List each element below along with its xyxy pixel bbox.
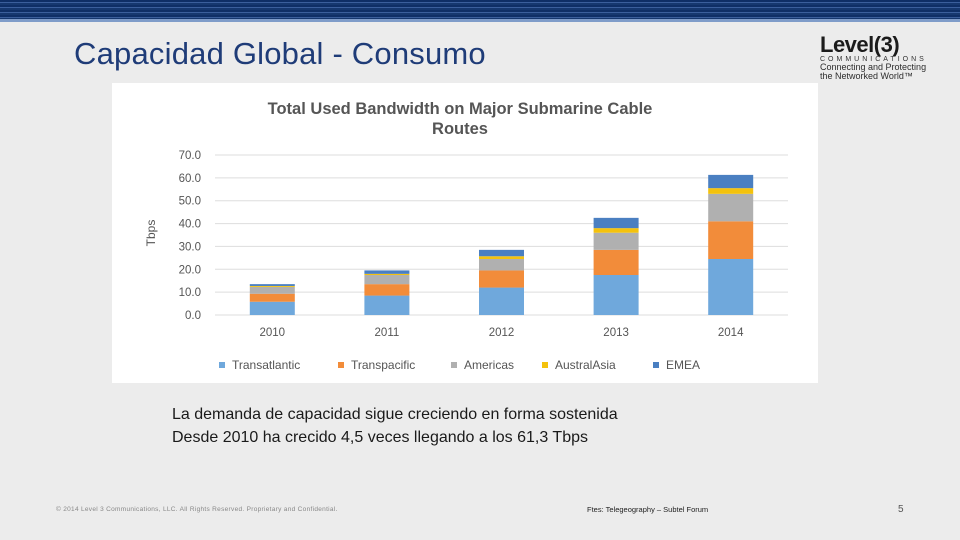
caption: La demanda de capacidad sigue creciendo … (172, 403, 618, 449)
y-tick-label: 10.0 (179, 287, 201, 299)
legend-swatch-americas (451, 362, 457, 368)
legend-swatch-australasia (542, 362, 548, 368)
bar-transpacific-2011 (364, 284, 410, 296)
bar-emea-2014 (708, 174, 754, 189)
y-tick-label: 20.0 (179, 264, 201, 276)
chart-container: Total Used Bandwidth on Major Submarine … (112, 83, 818, 383)
legend-label-australasia: AustralAsia (555, 358, 616, 372)
bar-americas-2014 (708, 193, 754, 222)
legend-label-emea: EMEA (666, 358, 700, 372)
bar-australasia-2014 (708, 188, 754, 194)
bar-australasia-2010 (249, 285, 295, 287)
legend-label-americas: Americas (464, 358, 514, 372)
legend-label-transpacific: Transpacific (351, 358, 415, 372)
logo-tagline-1: Connecting and Protecting (820, 62, 927, 72)
logo-wordmark: Level(3) (820, 32, 900, 57)
bar-transatlantic-2013 (593, 275, 639, 315)
x-tick-label: 2013 (603, 327, 629, 339)
x-tick-label: 2014 (718, 327, 744, 339)
bar-americas-2010 (249, 286, 295, 294)
y-axis-label: Tbps (144, 220, 158, 247)
page-number: 5 (898, 504, 904, 515)
legend-swatch-transatlantic (219, 362, 225, 368)
logo-tagline-2: the Networked World™ (820, 71, 913, 81)
chart-title-line2: Routes (432, 120, 488, 138)
bar-americas-2011 (364, 275, 410, 285)
bar-emea-2012 (479, 249, 524, 257)
slide-title: Capacidad Global - Consumo (74, 36, 486, 71)
bar-transatlantic-2012 (479, 287, 524, 315)
bar-transatlantic-2010 (249, 301, 295, 315)
x-tick-label: 2010 (260, 327, 286, 339)
bar-emea-2011 (364, 270, 410, 274)
y-tick-label: 60.0 (179, 173, 201, 185)
caption-line-2: Desde 2010 ha crecido 4,5 veces llegando… (172, 429, 588, 446)
legend-swatch-emea (653, 362, 659, 368)
top-decorative-band (0, 0, 960, 22)
bar-australasia-2013 (593, 228, 639, 233)
bar-transatlantic-2011 (364, 295, 410, 315)
footer-copyright: © 2014 Level 3 Communications, LLC. All … (56, 506, 338, 513)
bar-australasia-2012 (479, 256, 524, 259)
bar-emea-2013 (593, 217, 639, 229)
y-tick-label: 0.0 (185, 310, 201, 322)
y-tick-label: 30.0 (179, 241, 201, 253)
caption-line-1: La demanda de capacidad sigue creciendo … (172, 406, 618, 423)
y-tick-label: 70.0 (179, 150, 201, 162)
level3-logo: Level(3) COMMUNICATIONS Connecting and P… (820, 32, 940, 81)
chart-title-line1: Total Used Bandwidth on Major Submarine … (268, 100, 653, 118)
bandwidth-chart: Total Used Bandwidth on Major Submarine … (144, 100, 788, 372)
x-tick-label: 2011 (375, 327, 400, 339)
bar-transpacific-2014 (708, 221, 754, 259)
legend-label-transatlantic: Transatlantic (232, 358, 300, 372)
legend-swatch-transpacific (338, 362, 344, 368)
footer-source: Ftes: Telegeography – Subtel Forum (587, 505, 709, 514)
bar-emea-2010 (249, 284, 295, 286)
bar-australasia-2011 (364, 273, 410, 275)
bar-transatlantic-2014 (708, 259, 754, 315)
bar-americas-2012 (479, 259, 524, 271)
y-tick-label: 50.0 (179, 196, 201, 208)
x-tick-label: 2012 (489, 327, 515, 339)
bar-transpacific-2010 (249, 293, 295, 302)
logo-subtitle: COMMUNICATIONS (820, 56, 927, 63)
bar-transpacific-2013 (593, 249, 639, 275)
bar-americas-2013 (593, 232, 639, 250)
bar-transpacific-2012 (479, 270, 524, 288)
y-tick-label: 40.0 (179, 219, 201, 231)
